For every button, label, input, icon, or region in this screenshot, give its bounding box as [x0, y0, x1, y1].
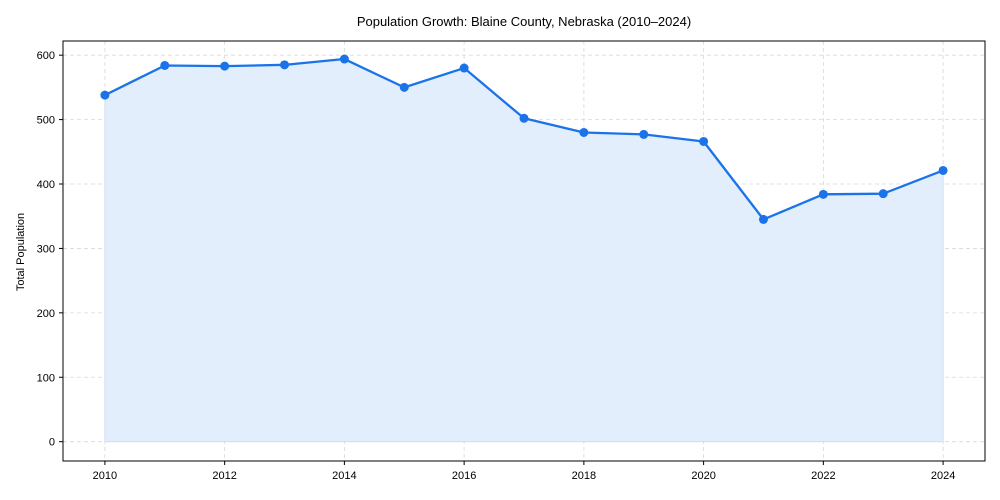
data-point: [399, 82, 409, 92]
data-point: [758, 214, 768, 224]
y-axis-ticks: 0 100 200 300 400 500 600: [37, 50, 63, 449]
data-point: [699, 136, 709, 146]
data-point: [100, 90, 110, 100]
data-point: [639, 129, 649, 139]
y-tick-label: 0: [49, 437, 55, 449]
x-tick-label: 2022: [811, 470, 835, 482]
data-point: [220, 61, 230, 71]
x-tick-label: 2010: [93, 470, 117, 482]
data-point: [878, 189, 888, 199]
y-tick-label: 100: [37, 372, 55, 384]
data-point: [579, 127, 589, 137]
y-tick-label: 500: [37, 115, 55, 127]
y-axis-label: Total Population: [15, 213, 27, 291]
x-tick-label: 2024: [931, 470, 955, 482]
data-markers: [100, 54, 948, 224]
x-tick-label: 2018: [572, 470, 596, 482]
plot-frame: [62, 40, 986, 462]
y-tick-label: 600: [37, 50, 55, 62]
x-tick-label: 2020: [691, 470, 715, 482]
data-point: [160, 60, 170, 70]
data-point: [519, 113, 529, 123]
x-tick-label: 2016: [452, 470, 476, 482]
y-tick-label: 200: [37, 308, 55, 320]
data-point: [818, 189, 828, 199]
x-tick-label: 2012: [212, 470, 236, 482]
chart-title: Population Growth: Blaine County, Nebras…: [357, 14, 691, 29]
data-point: [938, 165, 948, 175]
y-tick-label: 300: [37, 243, 55, 255]
data-point: [280, 60, 290, 70]
data-point: [459, 63, 469, 73]
x-axis-ticks: 2010 2012 2014 2016 2018 2020 2022 2024: [93, 461, 955, 482]
data-point: [339, 54, 349, 64]
y-tick-label: 400: [37, 179, 55, 191]
x-tick-label: 2014: [332, 470, 356, 482]
